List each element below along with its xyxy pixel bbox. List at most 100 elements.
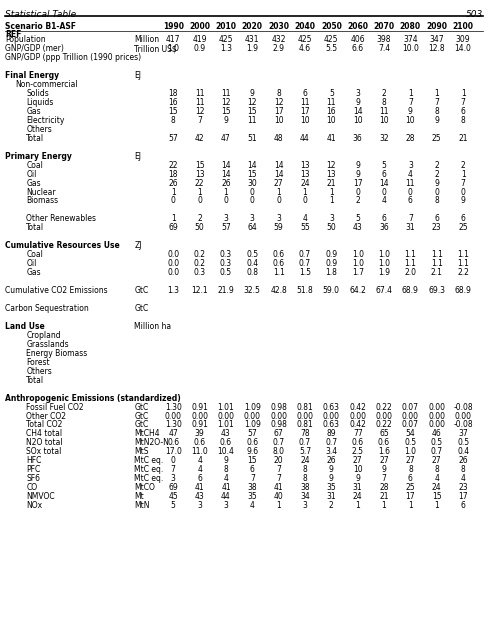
Text: Other CO2: Other CO2 — [26, 412, 66, 420]
Text: 15: 15 — [247, 456, 257, 465]
Text: 0.2: 0.2 — [194, 250, 205, 259]
Text: 1.1: 1.1 — [431, 259, 443, 268]
Text: 26: 26 — [458, 456, 468, 465]
Text: 30: 30 — [247, 179, 257, 188]
Text: 0.7: 0.7 — [299, 438, 311, 447]
Text: 374: 374 — [403, 35, 418, 44]
Text: 0.6: 0.6 — [167, 438, 179, 447]
Text: 4: 4 — [197, 465, 202, 474]
Text: 23: 23 — [458, 483, 468, 492]
Text: 15: 15 — [432, 492, 442, 501]
Text: 13: 13 — [195, 170, 204, 179]
Text: 24: 24 — [300, 179, 310, 188]
Text: 0.07: 0.07 — [402, 420, 419, 429]
Text: 26: 26 — [168, 179, 178, 188]
Text: 57: 57 — [221, 223, 231, 232]
Text: 8: 8 — [224, 465, 228, 474]
Text: MtS: MtS — [134, 447, 149, 456]
Text: Gas: Gas — [26, 179, 41, 188]
Text: 1: 1 — [197, 188, 202, 196]
Text: 1: 1 — [355, 501, 360, 510]
Text: Cumulative CO2 Emissions: Cumulative CO2 Emissions — [5, 286, 107, 295]
Text: 11: 11 — [326, 98, 336, 107]
Text: 12.8: 12.8 — [428, 44, 445, 53]
Text: 1.9: 1.9 — [378, 268, 390, 277]
Text: 1.1: 1.1 — [405, 250, 416, 259]
Text: 1.0: 1.0 — [378, 250, 390, 259]
Text: 14: 14 — [379, 179, 389, 188]
Text: 14: 14 — [221, 161, 231, 170]
Text: 2060: 2060 — [347, 22, 368, 31]
Text: 41: 41 — [221, 483, 231, 492]
Text: 9: 9 — [408, 107, 413, 116]
Text: 3: 3 — [171, 474, 176, 483]
Text: 11: 11 — [195, 98, 204, 107]
Text: 2100: 2100 — [452, 22, 474, 31]
Text: Total CO2: Total CO2 — [26, 420, 63, 429]
Text: 10: 10 — [353, 116, 363, 125]
Text: 8: 8 — [303, 465, 307, 474]
Text: 9: 9 — [224, 116, 228, 125]
Text: 9: 9 — [329, 465, 334, 474]
Text: 7: 7 — [197, 116, 202, 125]
Text: 0.00: 0.00 — [218, 412, 234, 420]
Text: 0.91: 0.91 — [191, 420, 208, 429]
Text: 398: 398 — [377, 35, 391, 44]
Text: 1.5: 1.5 — [299, 268, 311, 277]
Text: MtC eq.: MtC eq. — [134, 474, 163, 483]
Text: 2000: 2000 — [189, 22, 210, 31]
Text: 13: 13 — [300, 170, 310, 179]
Text: 27: 27 — [353, 456, 363, 465]
Text: 1.0: 1.0 — [167, 44, 179, 53]
Text: EJ: EJ — [134, 152, 141, 161]
Text: 1.1: 1.1 — [457, 250, 469, 259]
Text: 4: 4 — [303, 214, 307, 223]
Text: Anthropogenic Emissions (standardized): Anthropogenic Emissions (standardized) — [5, 394, 181, 403]
Text: 15: 15 — [221, 107, 231, 116]
Text: 24: 24 — [432, 483, 442, 492]
Text: 2.1: 2.1 — [431, 268, 443, 277]
Text: 0.6: 0.6 — [220, 438, 232, 447]
Text: 8.0: 8.0 — [273, 447, 285, 456]
Text: 32: 32 — [379, 134, 389, 143]
Text: 0: 0 — [355, 188, 360, 196]
Text: 12: 12 — [221, 98, 231, 107]
Text: HFC: HFC — [26, 456, 42, 465]
Text: 0: 0 — [303, 196, 307, 205]
Text: 27: 27 — [432, 456, 442, 465]
Text: 6: 6 — [434, 214, 439, 223]
Text: 0.5: 0.5 — [220, 268, 232, 277]
Text: 6: 6 — [461, 501, 466, 510]
Text: Million ha: Million ha — [134, 322, 171, 331]
Text: 2050: 2050 — [321, 22, 342, 31]
Text: 6: 6 — [382, 170, 386, 179]
Text: N2O total: N2O total — [26, 438, 63, 447]
Text: 0.7: 0.7 — [325, 438, 337, 447]
Text: 0.6: 0.6 — [194, 438, 205, 447]
Text: 42: 42 — [195, 134, 204, 143]
Text: 50: 50 — [195, 223, 204, 232]
Text: 12: 12 — [195, 107, 204, 116]
Text: 0.9: 0.9 — [194, 44, 205, 53]
Text: 14: 14 — [221, 170, 231, 179]
Text: 1: 1 — [303, 188, 307, 196]
Text: 11: 11 — [247, 116, 257, 125]
Text: 36: 36 — [353, 134, 363, 143]
Text: Solids: Solids — [26, 89, 49, 98]
Text: 13: 13 — [326, 170, 336, 179]
Text: 9: 9 — [461, 196, 466, 205]
Text: 1.3: 1.3 — [220, 44, 232, 53]
Text: 26: 26 — [221, 179, 231, 188]
Text: 47: 47 — [168, 429, 178, 438]
Text: 1.9: 1.9 — [246, 44, 258, 53]
Text: 2: 2 — [329, 501, 334, 510]
Text: 0.5: 0.5 — [246, 250, 258, 259]
Text: GtC: GtC — [134, 403, 148, 412]
Text: 0.98: 0.98 — [270, 403, 287, 412]
Text: 15: 15 — [247, 107, 257, 116]
Text: 25: 25 — [458, 223, 468, 232]
Text: 0.6: 0.6 — [352, 438, 364, 447]
Text: 42.8: 42.8 — [270, 286, 287, 295]
Text: 0.2: 0.2 — [194, 259, 205, 268]
Text: 0.0: 0.0 — [167, 268, 179, 277]
